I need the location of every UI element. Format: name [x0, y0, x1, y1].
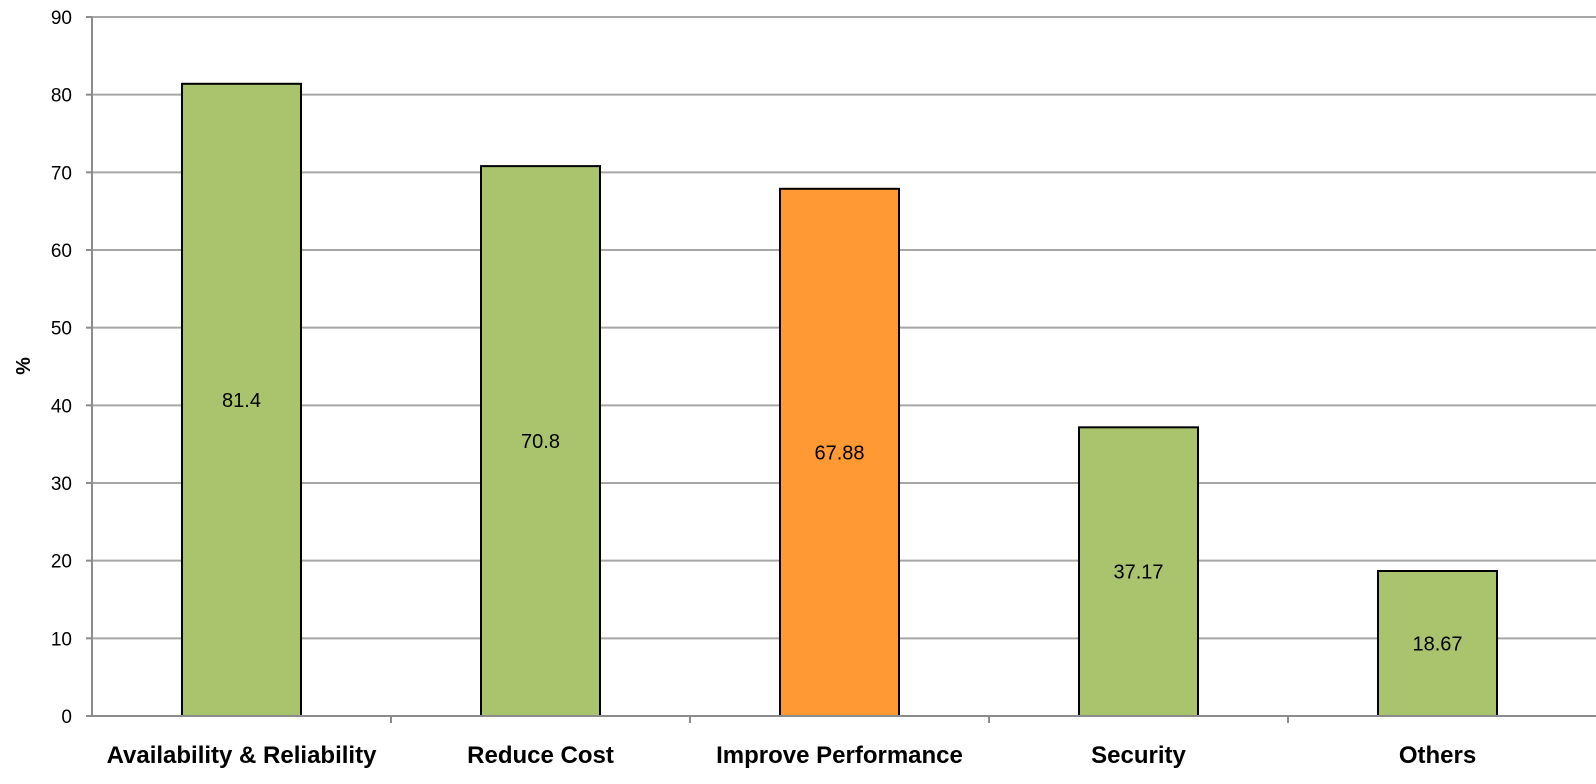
y-tick-label: 60 [51, 241, 72, 262]
data-labels: 81.4 70.8 67.88 37.17 18.67 [222, 390, 1463, 656]
data-label: 67.88 [814, 442, 864, 464]
bars [181, 82, 1498, 718]
data-label: 81.4 [222, 390, 261, 412]
y-tick-label: 80 [51, 86, 72, 107]
y-tick-label: 30 [51, 474, 72, 495]
bar [181, 82, 302, 717]
data-label: 70.8 [521, 431, 560, 453]
axes [86, 16, 1596, 723]
y-axis-title: % [13, 357, 35, 375]
y-tick-label: 50 [51, 319, 72, 340]
y-axis-tick-labels: 0 10 20 30 40 50 60 70 80 90 [51, 8, 72, 728]
y-tick-label: 10 [51, 629, 72, 650]
y-tick-label: 20 [51, 552, 72, 573]
x-axis-category-labels: Availability & Reliability Reduce Cost Imp… [107, 742, 1477, 769]
data-label: 37.17 [1113, 562, 1163, 584]
x-category-label: Reduce Cost [467, 742, 614, 769]
x-category-label: Availability & Reliability [107, 742, 378, 769]
y-tick-label: 40 [51, 396, 72, 417]
data-label: 18.67 [1412, 633, 1462, 655]
y-tick-label: 70 [51, 163, 72, 184]
x-category-label: Security [1091, 742, 1186, 769]
y-tick-label: 0 [61, 707, 72, 728]
y-tick-label: 90 [51, 8, 72, 29]
x-category-label: Improve Performance [716, 742, 963, 769]
x-category-label: Others [1399, 742, 1476, 769]
